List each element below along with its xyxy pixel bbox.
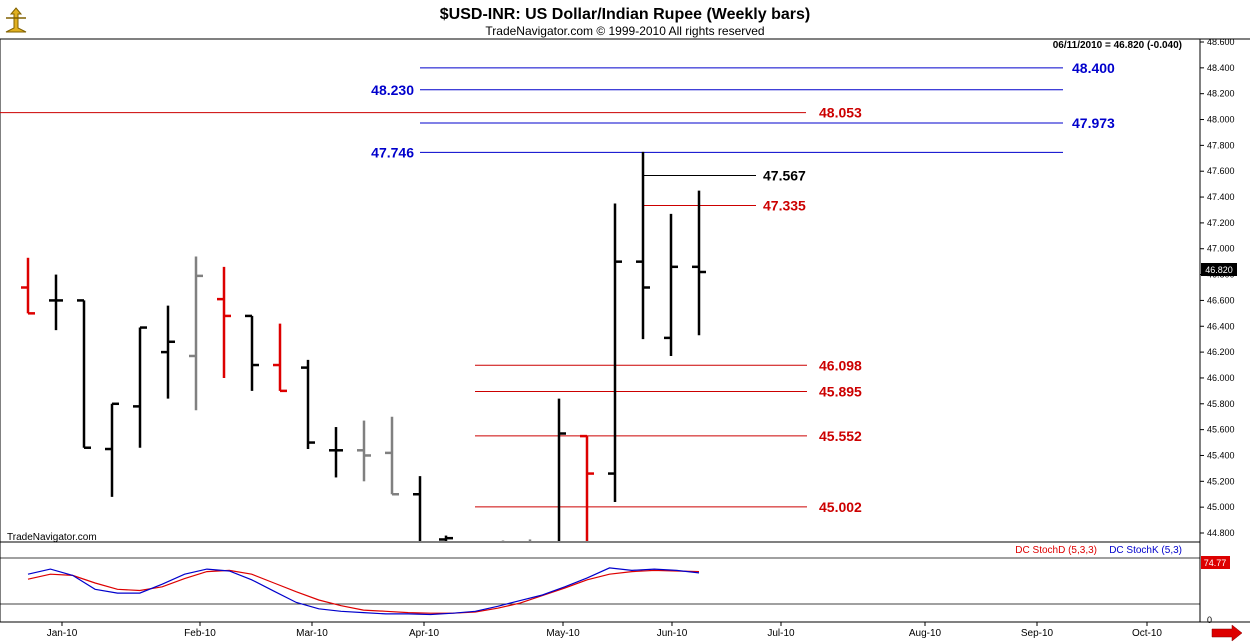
stochastic-lines [27, 567, 700, 616]
price-tick-label: 46.000 [1207, 373, 1235, 383]
price-tick-label: 45.000 [1207, 502, 1235, 512]
price-tick-label: 46.600 [1207, 295, 1235, 305]
arrow-right-icon[interactable] [1211, 624, 1243, 642]
price-tick-label: 48.200 [1207, 89, 1235, 99]
ohlc-bar [580, 434, 594, 541]
time-tick-label: Oct-10 [1132, 628, 1162, 639]
price-tick-label: 45.200 [1207, 476, 1235, 486]
time-tick-label: Feb-10 [184, 628, 216, 639]
ohlc-bar [557, 398, 566, 541]
watermark: TradeNavigator.com [7, 532, 97, 543]
time-tick-label: Mar-10 [296, 628, 328, 639]
stoch-k-legend: DC StochK (5,3) [1109, 545, 1182, 556]
price-readout: 06/11/2010 = 46.820 (-0.040) [1053, 40, 1182, 51]
stoch-d-line [27, 569, 700, 614]
level-label: 45.552 [819, 428, 862, 444]
price-tick-label: 47.200 [1207, 218, 1235, 228]
time-tick-label: Aug-10 [909, 628, 942, 639]
level-label: 45.895 [819, 384, 862, 400]
time-tick-label: Jan-10 [47, 628, 78, 639]
ohlc-bar [77, 299, 91, 449]
ohlc-bar [49, 274, 63, 331]
ohlc-bar [439, 535, 453, 541]
level-label: 48.400 [1072, 60, 1115, 76]
ohlc-bar [385, 416, 399, 496]
level-label: 46.098 [819, 357, 862, 373]
price-tick-label: 48.000 [1207, 115, 1235, 125]
price-tick-label: 44.800 [1207, 528, 1235, 538]
price-tick-label: 47.600 [1207, 166, 1235, 176]
stoch-last-box [1201, 556, 1230, 569]
price-levels: 48.400 48.230 48.053 47.973 47.746 47.567 47.3… [0, 60, 1115, 515]
ohlc-bar [664, 213, 678, 356]
ohlc-bar [413, 476, 422, 541]
stoch-last-label: 74.77 [1204, 558, 1227, 568]
time-tick-label: Sep-10 [1021, 628, 1054, 639]
time-tick-label: Apr-10 [409, 628, 439, 639]
level-label: 48.230 [371, 82, 414, 98]
ohlc-bar [357, 420, 371, 482]
ohlc-bar [105, 402, 119, 497]
stoch-tick-0: 0 [1207, 615, 1212, 625]
time-tick-label: Jun-10 [657, 628, 688, 639]
ohlc-bar [133, 326, 147, 448]
price-tick-label: 48.400 [1207, 63, 1235, 73]
level-label: 47.746 [371, 144, 414, 160]
time-tick-label: Jul-10 [767, 628, 795, 639]
ohlc-bar [692, 190, 706, 336]
ohlc-bar [189, 256, 203, 411]
ohlc-bar [301, 359, 315, 450]
level-label: 48.053 [819, 105, 862, 121]
ohlc-bar [245, 314, 259, 391]
price-bars [21, 151, 706, 541]
ohlc-bar [608, 203, 622, 502]
chart-title: $USD-INR: US Dollar/Indian Rupee (Weekly… [440, 6, 810, 23]
price-tick-label: 45.400 [1207, 450, 1235, 460]
ohlc-bar [636, 151, 650, 340]
ohlc-bar [329, 427, 343, 478]
last-price-box [1201, 263, 1237, 276]
chart-subtitle: TradeNavigator.com © 1999-2010 All right… [485, 24, 764, 38]
price-tick-label: 48.600 [1207, 37, 1235, 47]
level-label: 47.973 [1072, 115, 1115, 131]
price-tick-label: 47.000 [1207, 244, 1235, 254]
scales-logo-icon [5, 7, 27, 33]
price-tick-label: 47.800 [1207, 140, 1235, 150]
level-label: 47.567 [763, 167, 806, 183]
ohlc-bar [217, 266, 231, 378]
price-panel-frame [0, 38, 1201, 543]
level-label: 47.335 [763, 197, 806, 213]
stoch-d-legend: DC StochD (5,3,3) [1015, 545, 1097, 556]
price-tick-label: 45.600 [1207, 425, 1235, 435]
ohlc-bar [161, 305, 175, 399]
ohlc-bar [273, 323, 287, 393]
level-label: 45.002 [819, 499, 862, 515]
price-tick-label: 47.400 [1207, 192, 1235, 202]
price-axis: 48.600 48.400 48.200 48.000 47.800 47.600 47.4… [1200, 37, 1235, 538]
time-tick-label: May-10 [546, 628, 580, 639]
price-tick-label: 46.400 [1207, 321, 1235, 331]
last-price-label: 46.820 [1205, 265, 1233, 275]
ohlc-bar [21, 257, 35, 315]
price-tick-label: 46.200 [1207, 347, 1235, 357]
stoch-k-line [27, 567, 700, 616]
time-axis: Jan-10 Feb-10 Mar-10 Apr-10 May-10 Jun-10 Jul-… [47, 622, 1162, 639]
price-tick-label: 45.800 [1207, 399, 1235, 409]
